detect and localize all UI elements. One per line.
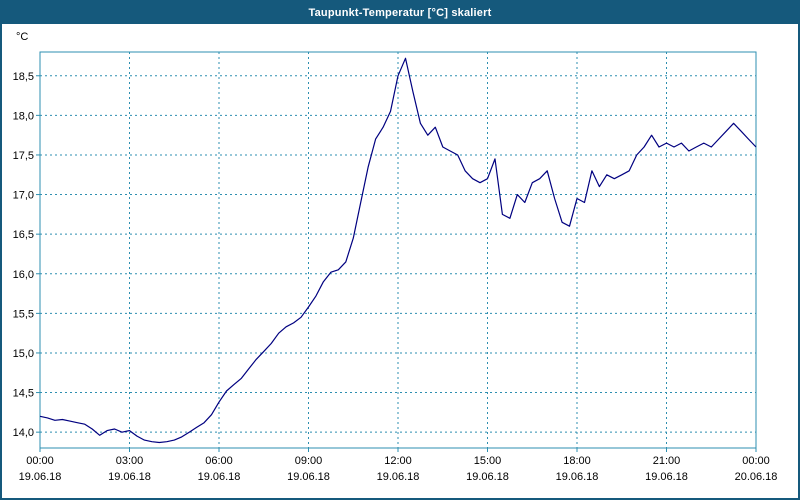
- plot-border: [39, 51, 757, 449]
- axis-labels: 00:00 19.06.18 03:00 19.06.18 06:00 19.06.18 0…: [13, 31, 778, 483]
- y-tick-label: 18,0: [13, 110, 34, 122]
- y-tick-label: 16,0: [13, 269, 34, 281]
- x-tick-date-label: 19.06.18: [287, 471, 330, 483]
- x-tick-date-label: 19.06.18: [466, 471, 509, 483]
- chart-canvas: 00:00 19.06.18 03:00 19.06.18 06:00 19.06.18 0…: [13, 31, 778, 483]
- grid: [39, 52, 757, 448]
- y-tick-label: 18,5: [13, 71, 34, 83]
- x-tick-time-label: 09:00: [295, 455, 323, 467]
- y-axis-unit-label: °C: [16, 31, 28, 43]
- chart-area: 00:00 19.06.18 03:00 19.06.18 06:00 19.06.18 0…: [2, 24, 798, 498]
- y-tick-label: 15,5: [13, 308, 34, 320]
- temperature-line: [39, 57, 757, 444]
- axes: [36, 51, 757, 452]
- x-tick-date-label: 19.06.18: [556, 471, 599, 483]
- y-tick-label: 14,0: [13, 427, 34, 439]
- chart-title: Taupunkt-Temperatur [°C] skaliert: [308, 7, 492, 19]
- y-tick-label: 15,0: [13, 348, 34, 360]
- x-tick-time-label: 21:00: [653, 455, 681, 467]
- x-tick-date-label: 20.06.18: [735, 471, 778, 483]
- x-tick-date-label: 19.06.18: [645, 471, 688, 483]
- x-tick-time-label: 06:00: [205, 455, 233, 467]
- y-tick-label: 16,5: [13, 229, 34, 241]
- y-tick-label: 17,5: [13, 150, 34, 162]
- x-tick-date-label: 19.06.18: [198, 471, 241, 483]
- x-tick-date-label: 19.06.18: [377, 471, 420, 483]
- x-tick-time-label: 00:00: [742, 455, 770, 467]
- x-tick-date-label: 19.06.18: [19, 471, 62, 483]
- x-tick-time-label: 18:00: [563, 455, 591, 467]
- y-tick-label: 17,0: [13, 190, 34, 202]
- x-tick-time-label: 15:00: [474, 455, 502, 467]
- chart-title-bar: Taupunkt-Temperatur [°C] skaliert: [2, 2, 798, 24]
- x-tick-time-label: 03:00: [116, 455, 144, 467]
- y-tick-label: 14,5: [13, 388, 34, 400]
- x-tick-time-label: 00:00: [26, 455, 54, 467]
- x-tick-time-label: 12:00: [384, 455, 412, 467]
- x-tick-date-label: 19.06.18: [108, 471, 151, 483]
